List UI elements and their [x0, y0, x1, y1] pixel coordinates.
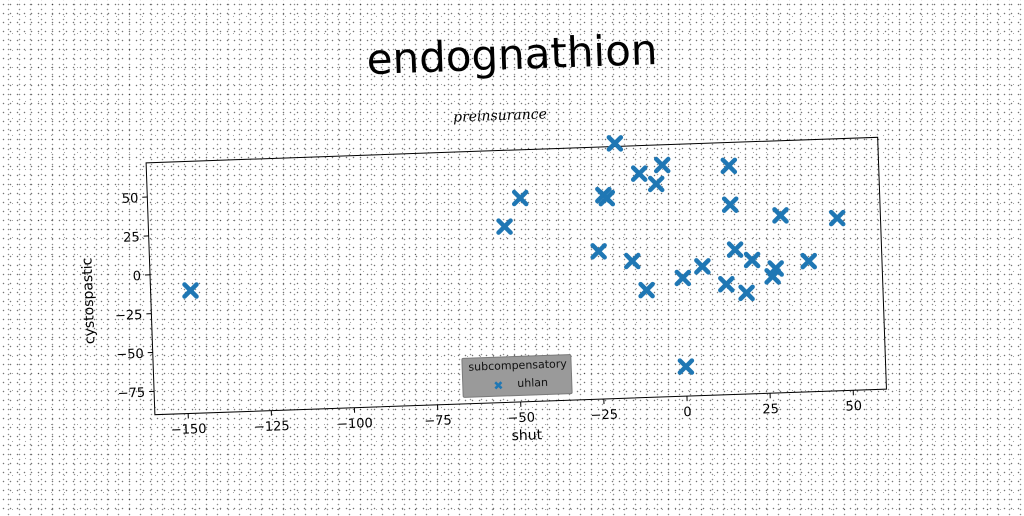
x-tick-label: −50	[507, 410, 535, 426]
x-axis-label: shut	[511, 427, 543, 444]
data-point	[185, 284, 197, 296]
data-point	[656, 159, 668, 171]
data-point	[650, 178, 662, 190]
x-tick-label: −75	[424, 413, 452, 429]
x-tick-label: 25	[762, 402, 779, 418]
data-point	[831, 212, 843, 224]
data-point	[514, 192, 526, 204]
data-point	[696, 260, 708, 272]
data-point	[609, 137, 621, 149]
data-point	[803, 255, 815, 267]
x-tick-label: −150	[171, 422, 207, 438]
data-point	[626, 255, 638, 267]
y-tick-label: −25	[115, 308, 143, 324]
x-tick-label: 50	[845, 399, 862, 415]
y-tick-label: 50	[122, 191, 139, 207]
x-tick-label: 0	[683, 405, 692, 420]
data-points	[179, 129, 848, 390]
legend-label: uhlan	[517, 376, 548, 390]
data-point	[741, 287, 753, 299]
x-tick-label: −100	[337, 416, 373, 432]
data-point	[775, 209, 787, 221]
legend-title: subcompensatory	[462, 357, 572, 374]
y-axis-label: cystospastic	[79, 257, 98, 344]
data-point	[724, 199, 736, 211]
data-point	[729, 244, 741, 256]
data-point	[746, 254, 758, 266]
data-point	[680, 361, 692, 373]
data-point	[499, 221, 511, 233]
y-tick-label: −75	[117, 386, 145, 402]
data-point	[633, 168, 645, 180]
y-tick-label: −50	[116, 347, 144, 363]
y-tick-label: 25	[123, 230, 140, 246]
legend-marker-icon: ✖	[493, 378, 504, 392]
data-point	[723, 160, 735, 172]
data-point	[641, 284, 653, 296]
legend: subcompensatory ✖ uhlan	[461, 354, 572, 398]
data-point	[677, 272, 689, 284]
data-point	[720, 278, 732, 290]
data-point	[593, 245, 605, 257]
x-tick-label: −25	[590, 408, 618, 424]
x-tick-label: −125	[254, 419, 290, 435]
y-tick-label: 0	[133, 269, 142, 284]
